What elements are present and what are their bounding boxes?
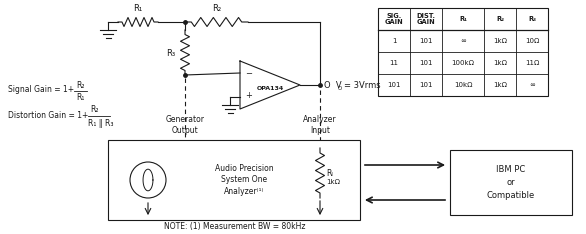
Text: Analyzer
Input: Analyzer Input [303, 115, 337, 135]
Text: 1: 1 [392, 38, 396, 44]
Text: Signal Gain = 1+: Signal Gain = 1+ [8, 85, 74, 95]
Text: = 3Vrms: = 3Vrms [344, 80, 381, 89]
Text: NOTE: (1) Measurement BW = 80kHz: NOTE: (1) Measurement BW = 80kHz [164, 222, 306, 231]
Text: O: O [338, 85, 342, 91]
Text: −: − [245, 69, 252, 78]
Text: R₁: R₁ [459, 16, 467, 22]
Text: DIST.
GAIN: DIST. GAIN [417, 12, 435, 26]
Text: 101: 101 [419, 38, 432, 44]
Text: 1kΩ: 1kΩ [493, 38, 507, 44]
FancyBboxPatch shape [450, 150, 572, 215]
Text: 1kΩ: 1kΩ [326, 179, 340, 185]
Text: +: + [245, 91, 252, 100]
Text: OPA134: OPA134 [257, 85, 284, 91]
Text: SIG.
GAIN: SIG. GAIN [384, 12, 403, 26]
Text: R₂: R₂ [212, 4, 221, 13]
Text: 101: 101 [387, 82, 401, 88]
Text: 100kΩ: 100kΩ [451, 60, 475, 66]
Text: 11: 11 [390, 60, 398, 66]
Text: R₃: R₃ [528, 16, 536, 22]
Text: Audio Precision
System One
Analyzer⁽¹⁾: Audio Precision System One Analyzer⁽¹⁾ [214, 164, 273, 196]
Text: R₁ ‖ R₃: R₁ ‖ R₃ [88, 118, 114, 128]
Text: 10Ω: 10Ω [525, 38, 539, 44]
Text: 11Ω: 11Ω [525, 60, 539, 66]
FancyBboxPatch shape [108, 140, 360, 220]
Text: 1kΩ: 1kΩ [493, 82, 507, 88]
Text: O  V: O V [324, 80, 342, 89]
Text: Distortion Gain = 1+: Distortion Gain = 1+ [8, 110, 88, 120]
Text: ∞: ∞ [460, 38, 466, 44]
Text: 1kΩ: 1kΩ [493, 60, 507, 66]
Text: 101: 101 [419, 82, 432, 88]
Text: R₂: R₂ [496, 16, 504, 22]
Text: Generator
Output: Generator Output [165, 115, 205, 135]
Text: R₃: R₃ [166, 50, 175, 58]
Text: R₁: R₁ [134, 4, 142, 13]
Text: R₂: R₂ [76, 80, 84, 89]
Text: R₁: R₁ [76, 94, 84, 102]
Text: IBM PC
or
Compatible: IBM PC or Compatible [487, 165, 535, 200]
Text: 10kΩ: 10kΩ [454, 82, 472, 88]
Text: ∞: ∞ [529, 82, 535, 88]
FancyBboxPatch shape [378, 8, 548, 96]
Text: R₂: R₂ [90, 106, 98, 114]
Text: 101: 101 [419, 60, 432, 66]
Text: Rₗ: Rₗ [326, 168, 333, 178]
